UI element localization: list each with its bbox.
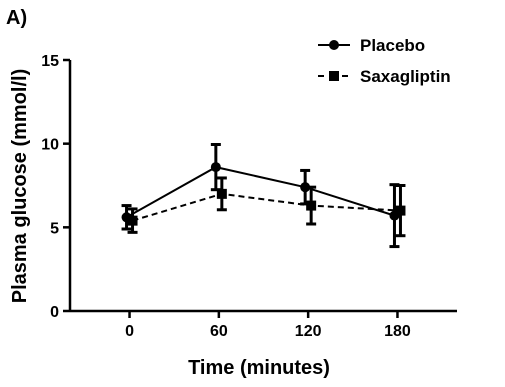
y-axis-label: Plasma glucose (mmol/l): [9, 69, 31, 304]
y-tick-label: 0: [50, 304, 59, 321]
x-tick-label: 120: [295, 323, 322, 340]
data-point-square: [216, 188, 227, 199]
x-axis: 0 60 120 180: [70, 309, 457, 340]
series-placebo: [121, 143, 400, 249]
y-tick-label: 5: [50, 220, 59, 237]
y-tick-label: 15: [41, 53, 59, 70]
data-point-square: [127, 215, 138, 226]
legend-label: Saxagliptin: [360, 67, 451, 86]
x-tick-label: 0: [125, 323, 134, 340]
legend-item-saxagliptin: Saxagliptin: [318, 67, 451, 86]
data-point-circle: [210, 162, 221, 173]
series-saxagliptin: [127, 176, 406, 238]
legend-item-placebo: Placebo: [318, 36, 425, 55]
y-tick-label: 10: [41, 137, 59, 154]
data-point-circle: [300, 182, 311, 193]
data-point-square: [395, 205, 406, 216]
legend-label: Placebo: [360, 36, 425, 55]
legend-marker-circle: [329, 40, 339, 50]
x-axis-label: Time (minutes): [188, 357, 330, 379]
legend-marker-square: [329, 71, 339, 81]
series-line: [132, 192, 401, 222]
series-line: [126, 166, 395, 219]
x-tick-label: 60: [210, 323, 228, 340]
series-layer: [121, 143, 406, 249]
data-point-square: [306, 200, 317, 211]
x-tick-label: 180: [384, 323, 411, 340]
legend: Placebo Saxagliptin: [318, 36, 451, 86]
panel-label: A): [6, 7, 27, 29]
y-axis: 0 5 10 15: [41, 53, 72, 321]
